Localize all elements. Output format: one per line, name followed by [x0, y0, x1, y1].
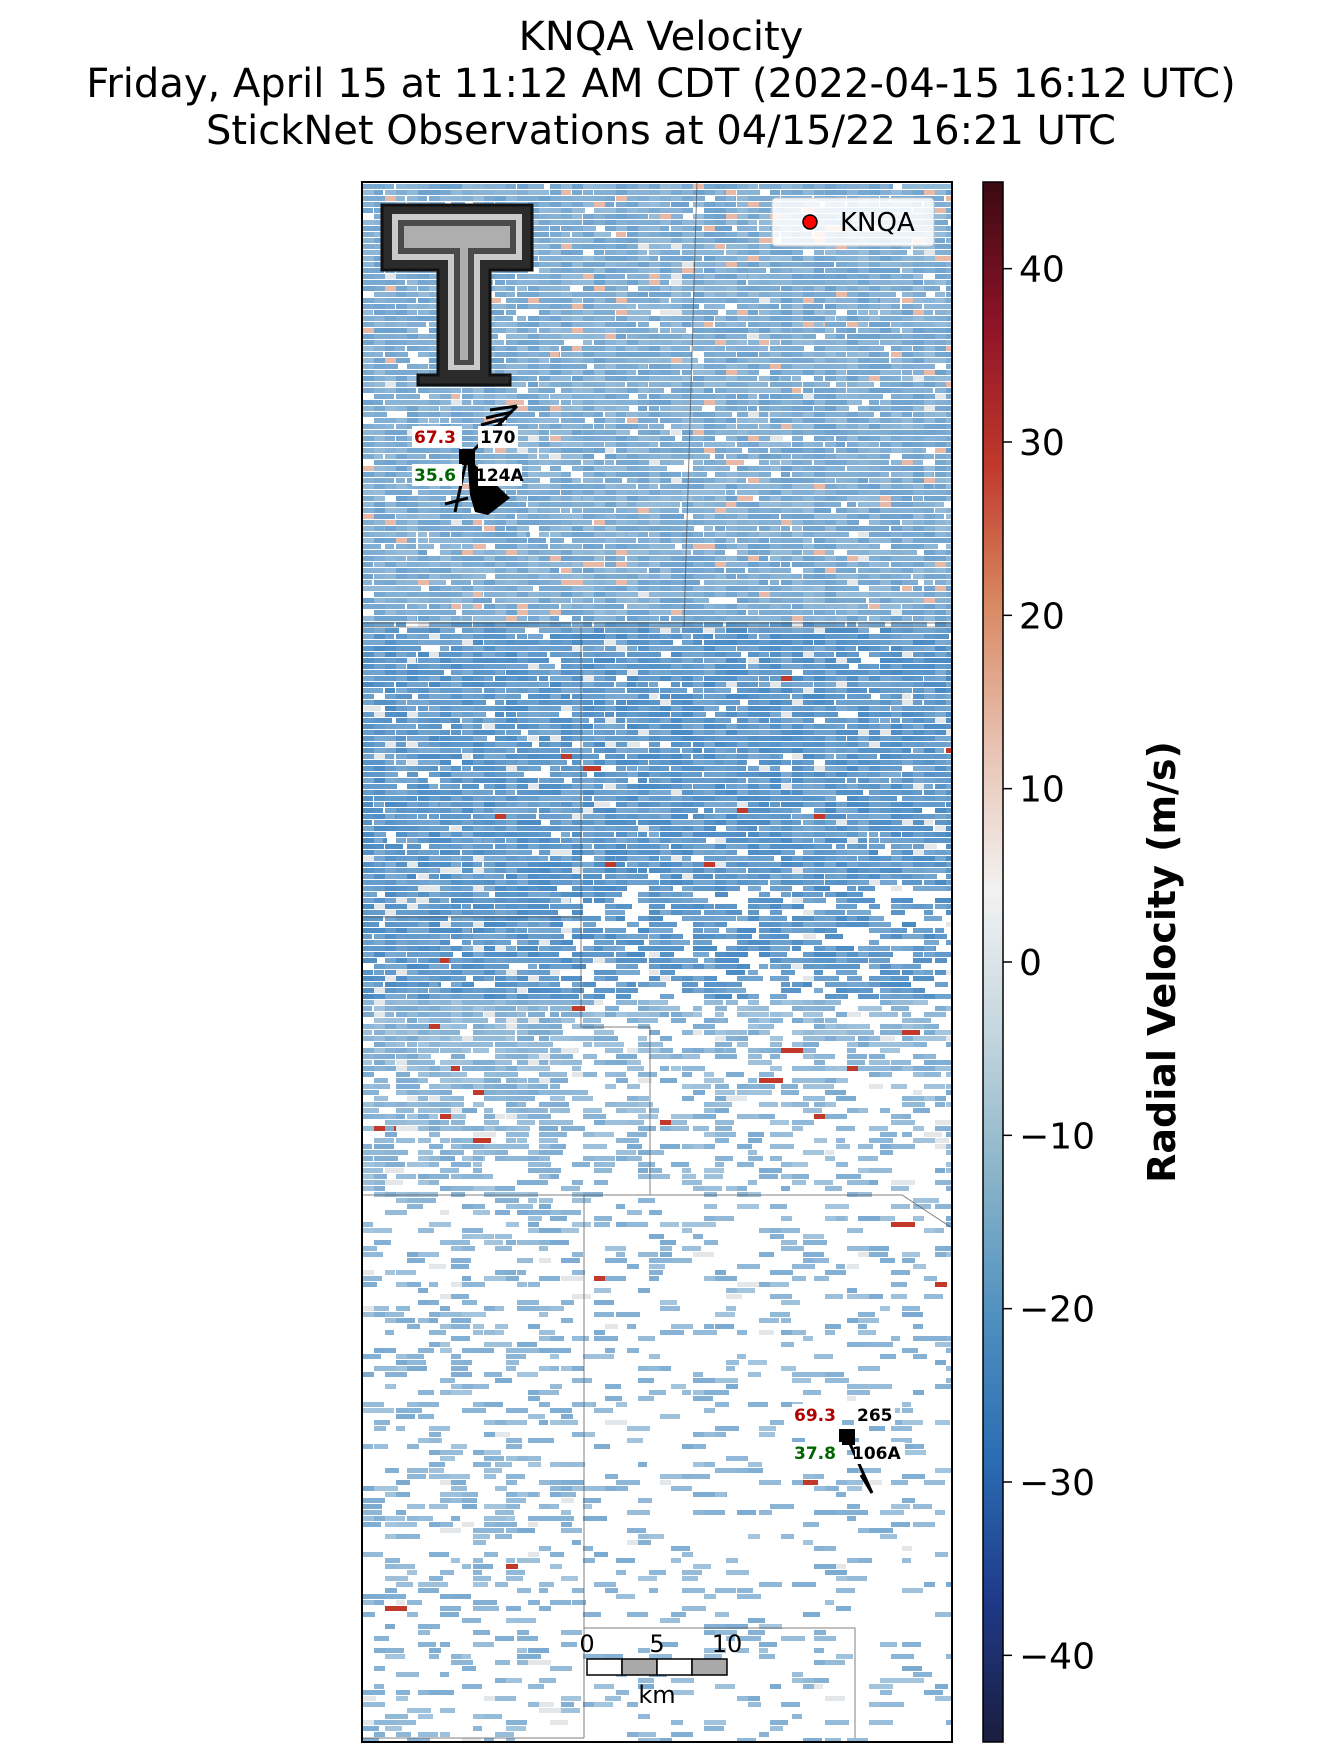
station-wind-direction: 265	[857, 1406, 893, 1426]
station-dewpoint: 37.8	[794, 1444, 836, 1464]
scale-bar: 0 5 10 km	[579, 1630, 742, 1709]
title-line-2: Friday, April 15 at 11:12 AM CDT (2022-0…	[86, 61, 1236, 107]
map-legend: KNQA	[771, 197, 935, 247]
scale-unit: km	[638, 1681, 675, 1709]
colorbar-tick-label: 0	[1019, 943, 1042, 984]
colorbar-tick-label: 30	[1019, 423, 1065, 464]
station-id: 106A	[852, 1444, 901, 1464]
county-boundaries	[362, 182, 952, 1739]
map-frame	[361, 181, 953, 1743]
title-line-3: StickNet Observations at 04/15/22 16:21 …	[206, 108, 1116, 154]
texas-tech-double-t-logo: ®	[380, 203, 534, 387]
colorbar-tick-label: 40	[1019, 250, 1065, 291]
colorbar-tick-label: −10	[1019, 1116, 1095, 1157]
colorbar: 40 30 20 10 0 −10 −20 −30 −40 Radial Velocity (m…	[982, 181, 1184, 1743]
station-id: 124A	[475, 466, 524, 486]
title-line-1: KNQA Velocity	[518, 14, 804, 60]
colorbar-tick-label: −20	[1019, 1290, 1095, 1331]
colorbar-gradient	[982, 181, 1004, 1743]
knqa-legend-marker	[802, 214, 818, 230]
scale-tick-5: 5	[649, 1630, 664, 1658]
knqa-legend-label: KNQA	[840, 208, 915, 238]
station-marker	[839, 1429, 855, 1445]
colorbar-label: Radial Velocity (m/s)	[1140, 741, 1184, 1183]
colorbar-ticks: 40 30 20 10 0 −10 −20 −30 −40	[1003, 250, 1095, 1677]
figure-title: KNQA Velocity Friday, April 15 at 11:12 …	[0, 14, 1322, 155]
station-dewpoint: 35.6	[414, 466, 456, 486]
station-wind-direction: 170	[480, 428, 516, 448]
colorbar-tick-label: 10	[1019, 770, 1065, 811]
scale-tick-10: 10	[712, 1630, 743, 1658]
scale-tick-0: 0	[579, 1630, 594, 1658]
station-temperature: 69.3	[794, 1406, 836, 1426]
colorbar-tick-label: 20	[1019, 596, 1065, 637]
wind-barb	[845, 1436, 874, 1494]
colorbar-tick-label: −30	[1019, 1463, 1095, 1504]
station-temperature: 67.3	[414, 428, 456, 448]
station-124A: 67.3 35.6 170 124A	[412, 404, 524, 515]
colorbar-tick-label: −40	[1019, 1636, 1095, 1677]
station-marker	[459, 449, 475, 465]
station-106A: 69.3 37.8 265 106A	[792, 1404, 905, 1494]
radar-map	[361, 181, 953, 1743]
